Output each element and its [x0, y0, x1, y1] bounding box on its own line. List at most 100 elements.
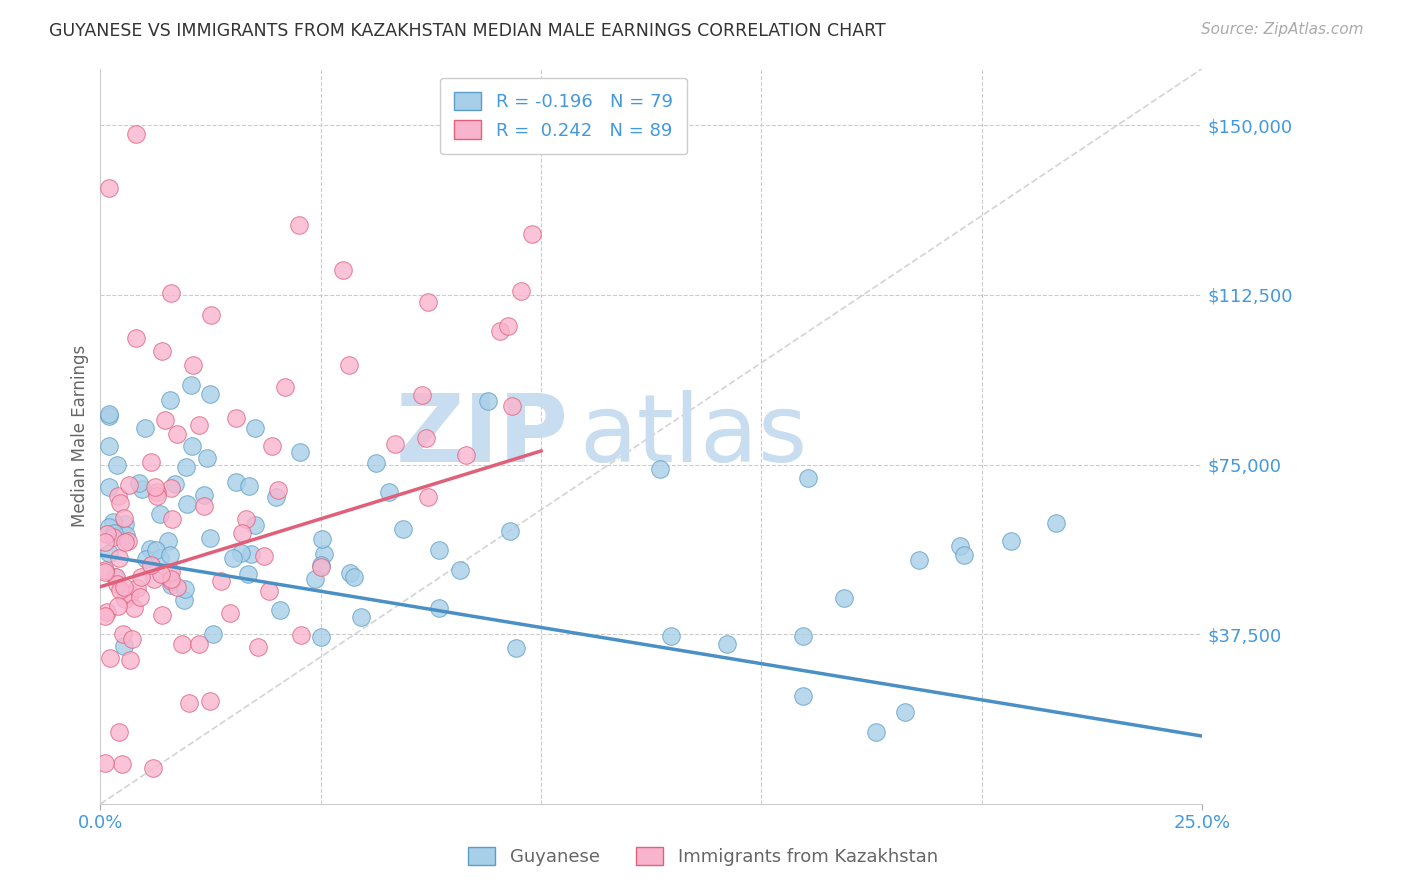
Point [953, 548, 976, 562]
Point [222, 551, 245, 566]
Point [101, 515, 124, 529]
Point [98, 546, 121, 560]
Point [157, 533, 180, 548]
Point [364, 456, 387, 470]
Point [108, 724, 131, 739]
Point [311, 558, 333, 573]
Point [159, 392, 181, 407]
Point [501, 399, 523, 413]
Legend: Guyanese, Immigrants from Kazakhstan: Guyanese, Immigrants from Kazakhstan [456, 834, 950, 879]
Text: atlas: atlas [579, 391, 808, 483]
Point [121, 632, 143, 646]
Point [225, 475, 247, 489]
Point [110, 583, 132, 598]
Point [238, 479, 260, 493]
Point [180, 439, 202, 453]
Point [865, 725, 887, 739]
Point [174, 582, 197, 596]
Point [112, 639, 135, 653]
Point [98, 407, 121, 421]
Point [269, 603, 291, 617]
Y-axis label: Median Male Earnings: Median Male Earnings [72, 345, 89, 527]
Point [145, 489, 167, 503]
Text: Source: ZipAtlas.com: Source: ZipAtlas.com [1201, 22, 1364, 37]
Point [160, 512, 183, 526]
Point [105, 458, 128, 472]
Point [796, 471, 818, 485]
Point [114, 591, 136, 606]
Point [122, 600, 145, 615]
Point [143, 479, 166, 493]
Point [124, 331, 146, 345]
Point [98, 520, 121, 534]
Point [489, 324, 512, 338]
Point [200, 694, 222, 708]
Point [499, 524, 522, 539]
Point [416, 491, 439, 505]
Point [337, 359, 360, 373]
Point [202, 626, 225, 640]
Point [415, 431, 437, 445]
Point [150, 608, 173, 623]
Point [454, 448, 477, 462]
Point [894, 706, 917, 720]
Point [392, 522, 415, 536]
Point [142, 761, 165, 775]
Point [139, 455, 162, 469]
Point [200, 308, 222, 322]
Point [117, 534, 139, 549]
Point [159, 548, 181, 562]
Point [145, 542, 167, 557]
Point [131, 482, 153, 496]
Point [163, 477, 186, 491]
Point [181, 358, 204, 372]
Point [150, 344, 173, 359]
Point [166, 580, 188, 594]
Point [129, 590, 152, 604]
Point [177, 696, 200, 710]
Point [107, 599, 129, 614]
Point [274, 380, 297, 394]
Point [112, 511, 135, 525]
Point [124, 127, 146, 141]
Point [949, 539, 972, 553]
Point [834, 591, 856, 606]
Point [94, 565, 117, 579]
Point [418, 295, 440, 310]
Point [160, 285, 183, 300]
Point [350, 610, 373, 624]
Point [384, 437, 406, 451]
Point [288, 445, 311, 459]
Point [309, 630, 332, 644]
Point [520, 227, 543, 241]
Point [792, 689, 814, 703]
Point [149, 567, 172, 582]
Point [792, 629, 814, 643]
Point [243, 518, 266, 533]
Point [262, 439, 284, 453]
Point [107, 489, 129, 503]
Point [309, 559, 332, 574]
Point [129, 570, 152, 584]
Point [139, 541, 162, 556]
Point [264, 490, 287, 504]
Point [339, 566, 361, 580]
Point [173, 593, 195, 607]
Point [342, 570, 364, 584]
Point [218, 606, 240, 620]
Point [120, 653, 142, 667]
Point [98, 439, 121, 453]
Point [115, 528, 138, 542]
Point [180, 378, 202, 392]
Point [235, 512, 257, 526]
Legend: R = -0.196   N = 79, R =  0.242   N = 89: R = -0.196 N = 79, R = 0.242 N = 89 [440, 78, 688, 154]
Point [149, 508, 172, 522]
Point [240, 547, 263, 561]
Point [110, 757, 132, 772]
Point [134, 421, 156, 435]
Point [104, 570, 127, 584]
Point [170, 637, 193, 651]
Point [96, 605, 118, 619]
Point [98, 651, 121, 665]
Point [94, 608, 117, 623]
